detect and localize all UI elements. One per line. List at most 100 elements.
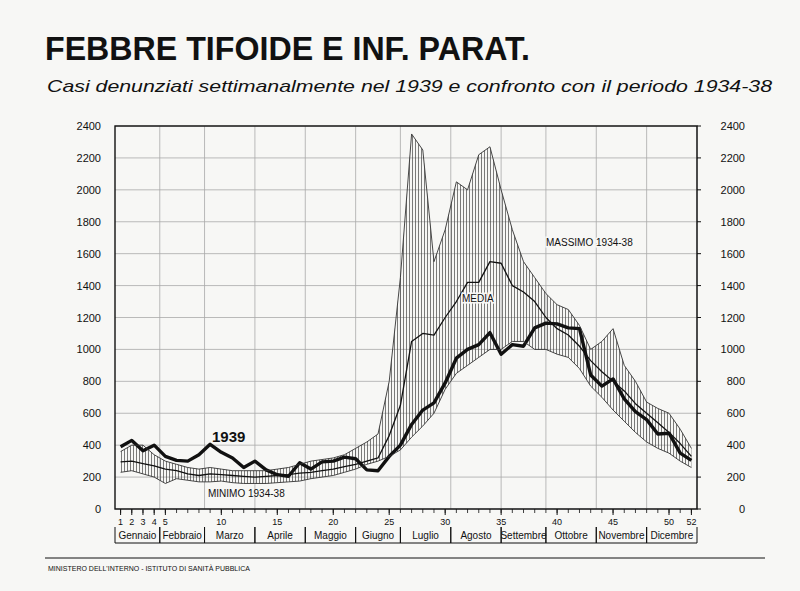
y2-tick (697, 349, 701, 350)
month-label: Gennaio (118, 530, 156, 541)
x-tick (154, 509, 155, 515)
month-label: Ottobre (554, 530, 588, 541)
x-tick (131, 509, 132, 515)
x-minor-tick (579, 509, 580, 513)
y2-tick-label: 1600 (721, 248, 745, 260)
x-tick-label: 5 (163, 517, 168, 527)
x-minor-tick (322, 509, 323, 513)
y-tick-label: 1600 (77, 248, 101, 260)
month-label: Agosto (460, 530, 492, 541)
grid-line (115, 157, 697, 158)
footer-rule (45, 558, 765, 559)
y2-tick-label: 2000 (721, 184, 745, 196)
series-label: MEDIA (462, 293, 494, 304)
month-label: Giugno (362, 530, 395, 541)
month-label: Luglio (412, 530, 439, 541)
series-line (121, 262, 692, 477)
title: FEBBRE TIFOIDE E INF. PARAT. (45, 30, 530, 67)
series-label: MINIMO 1934-38 (208, 488, 285, 499)
y-tick-label: 800 (83, 375, 101, 387)
x-minor-tick (433, 509, 434, 513)
x-minor-tick (288, 509, 289, 513)
x-minor-tick (646, 509, 647, 513)
month-separator (697, 527, 698, 543)
y2-tick (697, 413, 701, 414)
series-label: MASSIMO 1934-38 (546, 237, 633, 248)
y-tick-label: 1000 (77, 343, 101, 355)
y2-tick-label: 600 (727, 407, 745, 419)
y2-tick (697, 189, 701, 190)
grid-line (305, 126, 306, 509)
month-separator (254, 527, 255, 543)
y2-tick (697, 445, 701, 446)
y-tick-label: 1800 (77, 216, 101, 228)
x-minor-tick (489, 509, 490, 513)
x-minor-tick (266, 509, 267, 513)
y2-tick-label: 1400 (721, 280, 745, 292)
x-minor-tick (512, 509, 513, 513)
month-separator (305, 527, 306, 543)
y-tick-label: 2000 (77, 184, 101, 196)
y2-tick-label: 2400 (721, 120, 745, 132)
x-minor-tick (680, 509, 681, 513)
y2-tick (697, 253, 701, 254)
x-minor-tick (523, 509, 524, 513)
y2-tick-label: 1200 (721, 312, 745, 324)
month-separator (646, 527, 647, 543)
month-separator (400, 527, 401, 543)
x-tick-label: 3 (140, 517, 145, 527)
x-minor-tick (601, 509, 602, 513)
y2-tick (697, 126, 701, 127)
y2-tick (697, 221, 701, 222)
month-separator (596, 527, 597, 543)
month-separator (204, 527, 205, 543)
y-tick-label: 200 (83, 471, 101, 483)
y2-tick-label: 2200 (721, 152, 745, 164)
y-tick-label: 0 (95, 503, 101, 515)
grid-line (596, 126, 597, 509)
x-minor-tick (378, 509, 379, 513)
x-tick-label: 52 (686, 517, 696, 527)
y2-tick (697, 157, 701, 158)
x-minor-tick (198, 509, 199, 513)
y2-tick-label: 1000 (721, 343, 745, 355)
x-tick-label: 25 (384, 517, 394, 527)
y2-tick-label: 400 (727, 439, 745, 451)
x-minor-tick (299, 509, 300, 513)
x-minor-tick (310, 509, 311, 513)
month-separator (159, 527, 160, 543)
x-minor-tick (422, 509, 423, 513)
y2-tick-label: 800 (727, 375, 745, 387)
x-tick (142, 509, 143, 515)
x-minor-tick (635, 509, 636, 513)
month-separator (204, 527, 205, 543)
y-tick-label: 1200 (77, 312, 101, 324)
x-minor-tick (534, 509, 535, 513)
month-label: Novembre (598, 530, 645, 541)
x-tick-label: 50 (664, 517, 674, 527)
month-separator (305, 527, 306, 543)
grid-line (115, 445, 697, 446)
month-label: Marzo (216, 530, 244, 541)
series-line (121, 341, 692, 483)
month-separator (355, 527, 356, 543)
x-tick (669, 509, 670, 515)
x-tick-label: 1 (118, 517, 123, 527)
x-tick (501, 509, 502, 515)
series-line (121, 323, 692, 476)
month-separator (450, 527, 451, 543)
month-label: Aprile (267, 530, 293, 541)
x-minor-tick (210, 509, 211, 513)
x-minor-tick (590, 509, 591, 513)
plot-frame (115, 126, 697, 509)
x-tick (165, 509, 166, 515)
x-minor-tick (456, 509, 457, 513)
x-tick (389, 509, 390, 515)
month-separator (545, 527, 546, 543)
x-tick-label: 45 (608, 517, 618, 527)
x-tick-label: 4 (152, 517, 157, 527)
x-tick-label: 10 (216, 517, 226, 527)
y-tick-label: 2200 (77, 152, 101, 164)
series-label: 1939 (212, 428, 245, 445)
x-tick (277, 509, 278, 515)
